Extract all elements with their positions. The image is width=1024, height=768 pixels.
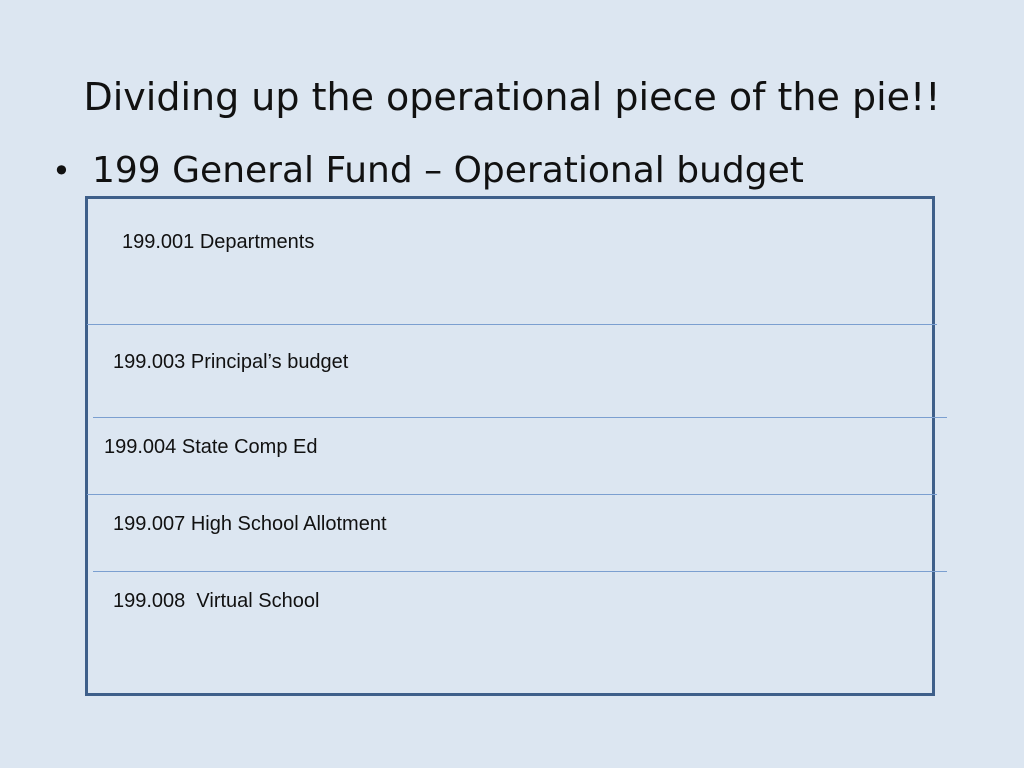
fund-row-departments: 199.001 Departments [122,231,315,253]
row-divider [93,571,947,572]
fund-row-state-comp-ed: 199.004 State Comp Ed [104,436,318,458]
bullet-item: • 199 General Fund – Operational budget [52,146,804,196]
bullet-text: 199 General Fund – Operational budget [92,150,804,191]
slide-title: Dividing up the operational piece of the… [83,75,941,119]
fund-row-high-school-allotment: 199.007 High School Allotment [113,513,387,535]
row-divider [93,417,947,418]
row-divider [87,494,937,495]
fund-row-principals-budget: 199.003 Principal’s budget [113,351,349,373]
row-divider [87,324,937,325]
fund-row-virtual-school: 199.008 Virtual School [113,590,320,612]
budget-breakdown-box [85,196,935,696]
bullet-marker: • [52,152,71,190]
